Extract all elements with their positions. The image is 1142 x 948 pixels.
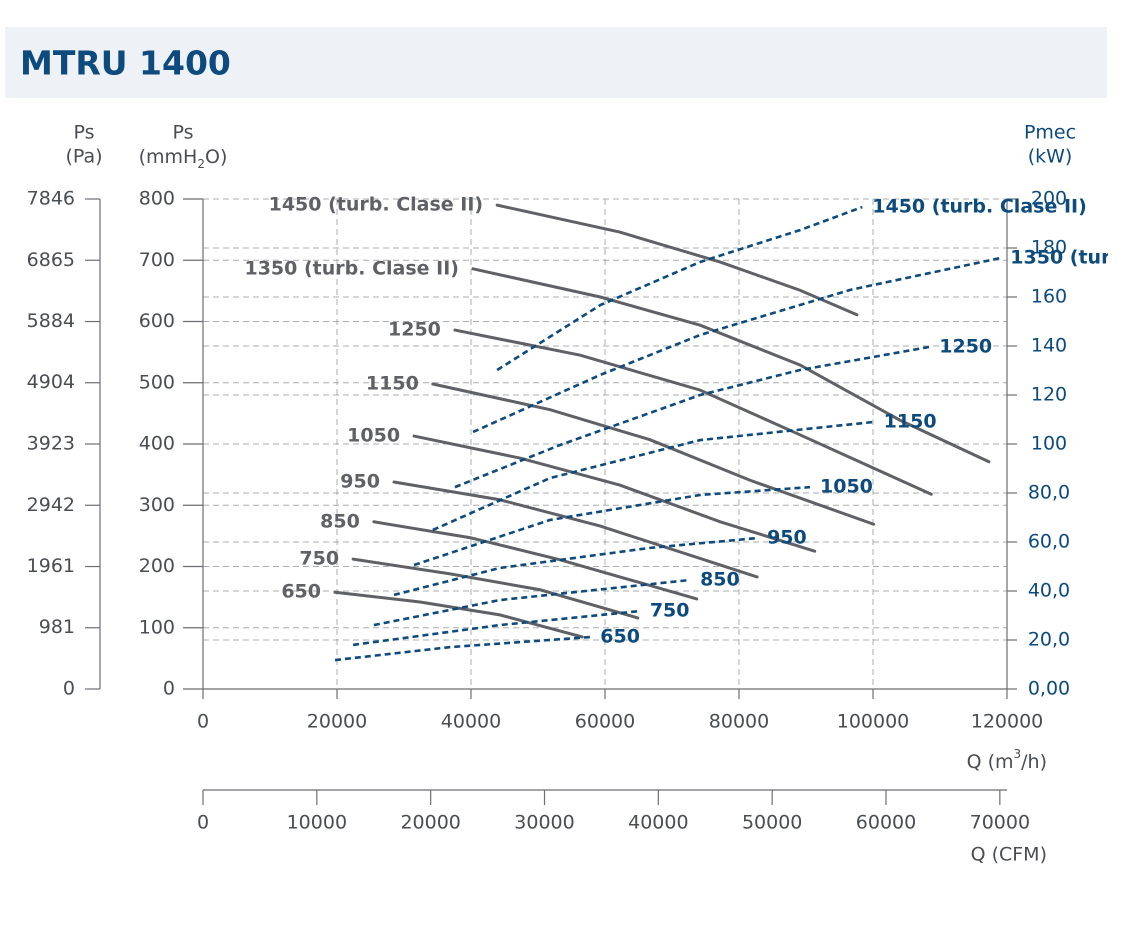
pressure-label: 950 — [340, 470, 380, 492]
y-tick-label: 600 — [139, 310, 175, 332]
pressure-label: 1050 — [347, 425, 400, 447]
x2-tick-label: 20000 — [400, 812, 460, 834]
power-label: 750 — [650, 600, 690, 622]
power-curve — [432, 420, 874, 532]
x-tick-label: 120000 — [971, 711, 1044, 733]
pressure-curve — [412, 434, 817, 553]
x2-tick-label: 70000 — [970, 812, 1030, 834]
power-curve — [352, 609, 640, 647]
x2-tick-label: 40000 — [628, 812, 688, 834]
y-tick-label: 500 — [139, 371, 175, 393]
pressure-label: 650 — [281, 581, 321, 603]
y-label: (mmH2O) — [139, 146, 228, 171]
pressure-label: 1250 — [388, 319, 441, 341]
power-curve — [334, 635, 591, 662]
x-tick-label: 80000 — [709, 711, 769, 733]
y2-tick-label: 120 — [1031, 384, 1067, 406]
y-label-part: (mmH — [139, 146, 198, 168]
pressure-label: 850 — [320, 510, 360, 532]
x-label-part: /h) — [1021, 751, 1047, 773]
y2-tick-label: 40,0 — [1028, 580, 1070, 602]
power-curve — [413, 485, 811, 567]
power-curve — [373, 578, 691, 627]
power-curve — [472, 256, 1001, 434]
power-curve — [454, 345, 930, 489]
x2-tick-label: 10000 — [287, 812, 347, 834]
y2-tick-label: 20,0 — [1028, 629, 1070, 651]
x2-tick-label: 0 — [197, 812, 209, 834]
power-label: 950 — [767, 527, 807, 549]
pressure-curve — [431, 382, 876, 526]
x2-tick-label: 60000 — [856, 812, 916, 834]
y3-tick-label: 4904 — [27, 371, 75, 393]
x2-tick-label: 30000 — [514, 812, 574, 834]
y3-tick-label: 3923 — [27, 433, 75, 455]
power-label: 1050 — [820, 476, 873, 498]
pressure-curve — [333, 590, 584, 639]
y2-tick-label: 180 — [1031, 237, 1067, 259]
y3-tick-label: 2942 — [27, 494, 75, 516]
power-curve — [496, 205, 863, 372]
y3-tick-label: 1961 — [27, 555, 75, 577]
power-label: 650 — [600, 626, 640, 648]
y3-label: Ps — [73, 122, 94, 144]
pressure-curve — [372, 520, 699, 601]
y2-tick-label: 0,00 — [1028, 678, 1070, 700]
power-label: 1450 (turb. Clase II) — [872, 196, 1087, 218]
y3-tick-label: 981 — [39, 616, 75, 638]
y3-label: (Pa) — [65, 146, 102, 168]
y3-tick-label: 5884 — [27, 310, 75, 332]
pressure-curve — [453, 328, 933, 496]
y2-label: Pmec — [1024, 122, 1076, 144]
y2-tick-label: 160 — [1031, 286, 1067, 308]
y-tick-label: 300 — [139, 494, 175, 516]
y3-tick-label: 6865 — [27, 249, 75, 271]
pressure-label: 1350 (turb. Clase II) — [244, 257, 459, 279]
x-tick-label: 40000 — [441, 711, 501, 733]
x-tick-label: 0 — [197, 711, 209, 733]
x-label-sup: 3 — [1014, 747, 1022, 761]
y3-tick-label: 0 — [63, 678, 75, 700]
y-label-part: O) — [205, 146, 227, 168]
y3-tick-label: 7846 — [27, 188, 75, 210]
plot: 0100200300400500600700800098119612942392… — [27, 188, 1142, 834]
power-label: 1250 — [939, 335, 992, 357]
y-label-sub: 2 — [197, 157, 205, 171]
y-tick-label: 100 — [139, 616, 175, 638]
x2-tick-label: 50000 — [742, 812, 802, 834]
y2-tick-label: 80,0 — [1028, 482, 1070, 504]
pressure-label: 1150 — [366, 372, 419, 394]
x-tick-label: 20000 — [307, 711, 367, 733]
x-label: Q (m3/h) — [967, 747, 1047, 773]
y-tick-label: 800 — [139, 188, 175, 210]
power-label: 850 — [700, 568, 740, 590]
x2-label: Q (CFM) — [971, 844, 1047, 866]
y-tick-label: 200 — [139, 555, 175, 577]
y2-tick-label: 200 — [1031, 188, 1067, 210]
x-tick-label: 60000 — [575, 711, 635, 733]
pressure-curve — [351, 557, 640, 620]
pressure-curve — [471, 267, 991, 464]
y2-tick-label: 100 — [1031, 433, 1067, 455]
power-label: 1150 — [884, 410, 937, 432]
y-tick-label: 400 — [139, 433, 175, 455]
pressure-curve — [392, 480, 759, 579]
y2-label: (kW) — [1028, 146, 1073, 168]
power-curve — [393, 536, 758, 597]
x-tick-label: 100000 — [837, 711, 910, 733]
y-tick-label: 0 — [163, 678, 175, 700]
x-label-part: Q (m — [967, 751, 1014, 773]
y2-tick-label: 140 — [1031, 335, 1067, 357]
y-tick-label: 700 — [139, 249, 175, 271]
chart-title: MTRU 1400 — [20, 44, 231, 83]
y2-tick-label: 60,0 — [1028, 531, 1070, 553]
header-band — [5, 27, 1107, 98]
pressure-label: 1450 (turb. Clase II) — [269, 194, 484, 216]
power-label: 1350 (turb. Clase II) — [1010, 247, 1142, 269]
y-label: Ps — [172, 122, 193, 144]
pressure-label: 750 — [299, 548, 339, 570]
